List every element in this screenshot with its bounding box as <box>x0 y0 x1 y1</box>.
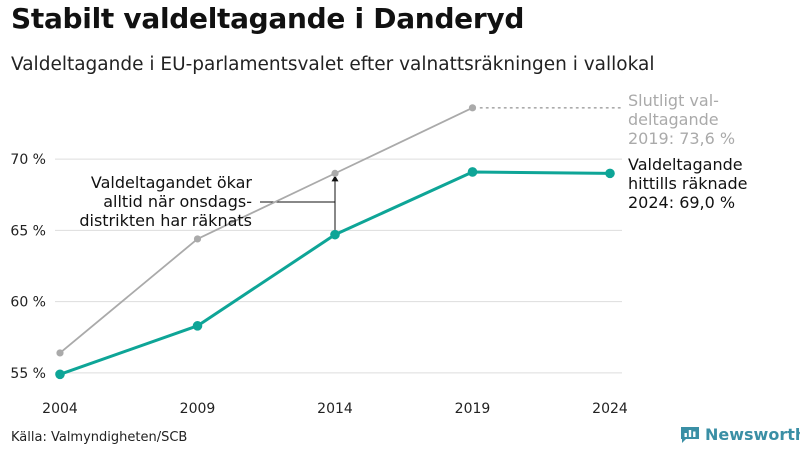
x-tick-label: 2004 <box>42 401 78 417</box>
y-tick-label: 55 % <box>10 366 46 382</box>
brand-name: Newsworthy <box>705 425 800 444</box>
brand-logo: Newsworthy <box>680 425 800 444</box>
y-tick-label: 60 % <box>10 295 46 311</box>
counted-data-point <box>330 229 340 240</box>
x-tick-label: 2009 <box>180 401 216 417</box>
final-series-label-line: 2019: 73,6 % <box>628 129 735 148</box>
chart-title: Stabilt valdeltagande i Danderyd <box>11 2 525 35</box>
counted-data-point <box>55 369 65 380</box>
counted-series-label: Valdeltagande hittills räknade 2024: 69,0 … <box>628 155 747 212</box>
counted-data-point <box>192 321 203 331</box>
annotation-arrowhead <box>331 175 339 182</box>
final-data-point <box>468 104 477 112</box>
annotation-note-line: distrikten har räknats <box>79 211 252 230</box>
y-tick-label: 65 % <box>10 223 46 239</box>
x-tick-label: 2014 <box>317 401 353 417</box>
counted-series-label-line: Valdeltagande <box>628 155 743 174</box>
counted-data-point <box>605 168 615 179</box>
final-series-label: Slutligt val-deltagande 2019: 73,6 % <box>628 91 735 148</box>
counted-series-label-line: hittills räknade <box>628 174 747 193</box>
final-data-point <box>193 235 202 243</box>
final-series-label-line: deltagande <box>628 110 719 129</box>
source-note: Källa: Valmyndigheten/SCB <box>11 430 188 445</box>
counted-series-label-line: 2024: 69,0 % <box>628 193 735 212</box>
final-series-label-line: Slutligt val- <box>628 91 719 110</box>
y-tick-label: 70 % <box>10 152 46 168</box>
annotation-note-line: alltid när onsdags- <box>103 192 252 211</box>
x-tick-label: 2019 <box>455 401 491 417</box>
final-data-point <box>56 349 64 357</box>
annotation-note-line: Valdeltagandet ökar <box>91 173 253 192</box>
final-data-point <box>331 169 339 177</box>
counted-data-point <box>467 167 478 177</box>
bar-chart-icon <box>681 426 699 443</box>
final-series-line <box>59 107 473 354</box>
annotation-note: Valdeltagandet ökar alltid när onsdags-di… <box>79 173 252 230</box>
chart-subtitle: Valdeltagande i EU-parlamentsvalet efter… <box>11 54 655 75</box>
x-tick-label: 2024 <box>592 401 628 417</box>
